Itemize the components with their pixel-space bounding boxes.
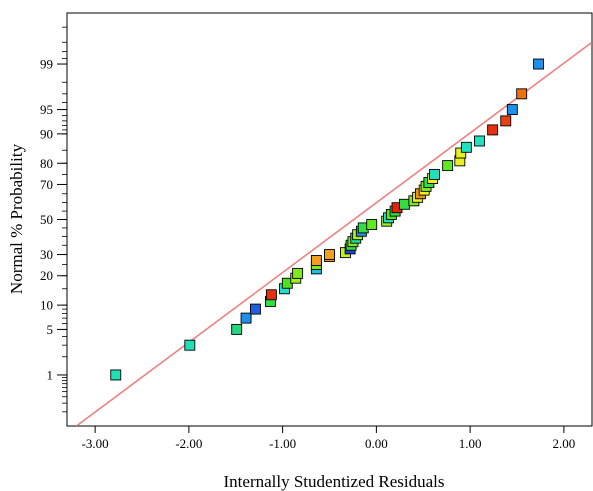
data-point [487, 124, 499, 136]
y-tick-label: 30 [40, 247, 53, 262]
x-tick-label: 1.00 [459, 436, 482, 451]
data-point [184, 339, 196, 351]
x-axis-title: Internally Studentized Residuals [224, 472, 445, 491]
y-axis-title: Normal % Probability [7, 143, 26, 294]
data-point [366, 219, 378, 230]
data-point [240, 312, 252, 324]
data-point [429, 168, 440, 180]
data-point [110, 369, 122, 381]
y-tick-label: 80 [40, 156, 53, 171]
x-tick-label: 2.00 [553, 436, 576, 451]
y-tick-label: 10 [40, 298, 53, 313]
data-point [310, 255, 322, 266]
data-point [460, 141, 472, 153]
data-point [265, 289, 277, 301]
data-point [324, 249, 335, 260]
data-points [110, 58, 545, 381]
y-axis: 1 5 10 20 30 50 70 80 90 95 99 [40, 26, 67, 413]
data-point [500, 115, 512, 127]
plot-area [66, 12, 593, 427]
y-tick-label: 5 [47, 322, 54, 337]
y-tick-label: 50 [40, 212, 53, 227]
data-point [249, 303, 261, 315]
x-tick-label: -2.00 [175, 436, 202, 451]
data-point [506, 104, 518, 116]
data-point [399, 198, 410, 210]
y-tick-label: 20 [40, 268, 53, 283]
x-tick-label: -1.00 [269, 436, 296, 451]
data-point [455, 147, 467, 159]
data-point [292, 267, 304, 279]
data-point [474, 135, 485, 147]
data-point [516, 88, 528, 100]
y-tick-label: 95 [40, 102, 53, 117]
reference-line-group [75, 41, 592, 426]
y-tick-label: 1 [47, 367, 54, 382]
x-tick-label: -3.00 [82, 436, 109, 451]
data-point [442, 160, 454, 172]
y-tick-label: 99 [40, 57, 53, 72]
data-point [231, 323, 243, 335]
reference-line [75, 41, 592, 426]
x-axis: -3.00 -2.00 -1.00 0.00 1.00 2.00 [82, 426, 576, 451]
y-tick-label: 90 [40, 126, 53, 141]
data-point [533, 58, 545, 70]
x-tick-label: 0.00 [365, 436, 388, 451]
y-tick-label: 70 [40, 177, 53, 192]
